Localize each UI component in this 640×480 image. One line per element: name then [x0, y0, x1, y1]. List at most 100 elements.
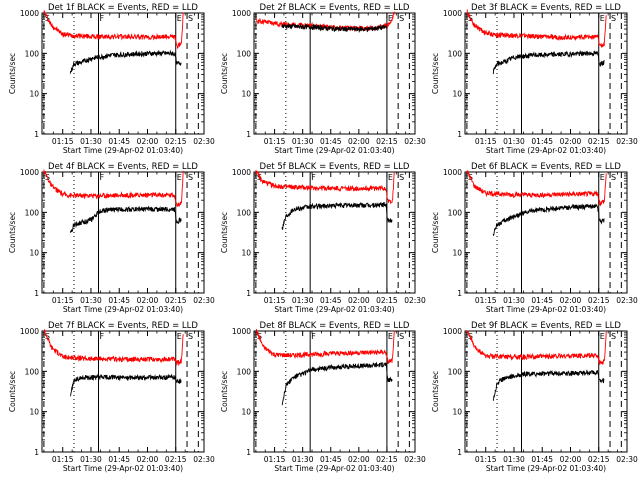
series-line [43, 169, 184, 208]
x-tick-label: 02:15 [376, 455, 398, 464]
y-axis-label: Counts/sec [220, 53, 229, 94]
y-tick-label: 100 [448, 208, 463, 217]
x-tick-label: 02:30 [616, 137, 638, 146]
y-tick-label: 1000 [20, 9, 39, 18]
y-tick-label: 1000 [20, 168, 39, 177]
plot-frame [253, 12, 416, 135]
chart-title: Det 5f BLACK = Events, RED = LLD [260, 162, 410, 172]
x-axis-label: Start Time (29-Apr-02 01:03:40) [274, 305, 394, 314]
y-tick-label: 100 [237, 208, 252, 217]
x-tick-label: 02:00 [560, 137, 582, 146]
plot-frame [41, 171, 205, 294]
event-marker-label: E [600, 14, 605, 23]
plot-frame [464, 12, 628, 135]
y-tick-label: 1000 [232, 168, 251, 177]
event-marker-label: F [100, 14, 105, 23]
event-marker-label: E [600, 332, 605, 341]
x-tick-label: 02:15 [376, 137, 398, 146]
series-line [466, 170, 607, 207]
x-axis-label: Start Time (29-Apr-02 01:03:40) [274, 146, 394, 155]
y-tick-label: 10 [452, 408, 462, 417]
y-tick-label: 1 [34, 130, 39, 139]
chart-panel: Det 3f BLACK = Events, RED = LLD 1 10 100 10… [431, 3, 638, 155]
x-tick-label: 01:15 [475, 296, 497, 305]
y-tick-label: 1 [457, 289, 462, 298]
x-tick-label: 01:15 [52, 137, 74, 146]
series-line [255, 329, 395, 365]
x-axis-label: Start Time (29-Apr-02 01:03:40) [63, 146, 183, 155]
x-tick-label: 02:30 [193, 296, 215, 305]
event-marker-label: E [388, 173, 393, 182]
y-tick-label: 10 [29, 90, 39, 99]
y-tick-label: 1000 [232, 9, 251, 18]
plot-frame [253, 330, 416, 453]
event-marker-label: S [188, 173, 193, 182]
y-tick-label: 100 [25, 367, 40, 376]
chart-title: Det 2f BLACK = Events, RED = LLD [260, 3, 410, 13]
chart-title: Det 8f BLACK = Events, RED = LLD [260, 321, 410, 331]
event-marker-label: S [399, 173, 404, 182]
x-tick-label: 01:30 [292, 296, 314, 305]
y-tick-label: 10 [29, 249, 39, 258]
x-tick-label: 01:15 [264, 296, 286, 305]
x-tick-label: 02:00 [348, 137, 370, 146]
y-tick-label: 1000 [232, 327, 251, 336]
x-tick-label: 01:30 [80, 296, 102, 305]
event-marker-label: E [177, 332, 182, 341]
x-tick-label: 02:00 [560, 455, 582, 464]
x-tick-label: 01:30 [503, 137, 525, 146]
event-marker-label: S [188, 332, 193, 341]
x-tick-label: 02:00 [348, 296, 370, 305]
x-tick-label: 02:30 [616, 296, 638, 305]
x-axis-label: Start Time (29-Apr-02 01:03:40) [486, 146, 606, 155]
y-tick-label: 10 [452, 249, 462, 258]
y-axis-label: Counts/sec [431, 53, 440, 94]
y-axis-label: Counts/sec [220, 212, 229, 253]
y-axis-label: Counts/sec [431, 371, 440, 412]
chart-panel: Det 8f BLACK = Events, RED = LLD 1 10 100 10… [220, 321, 426, 473]
y-tick-label: 1 [246, 130, 251, 139]
y-axis-label: Counts/sec [8, 371, 17, 412]
x-tick-label: 01:15 [475, 137, 497, 146]
x-tick-label: 01:30 [503, 455, 525, 464]
x-tick-label: 01:45 [320, 137, 342, 146]
y-tick-label: 10 [241, 249, 251, 258]
x-tick-label: 02:30 [404, 455, 426, 464]
chart-title: Det 1f BLACK = Events, RED = LLD [48, 3, 198, 13]
x-tick-label: 02:00 [137, 137, 159, 146]
x-axis-label: Start Time (29-Apr-02 01:03:40) [63, 464, 183, 473]
y-tick-label: 1 [457, 130, 462, 139]
x-tick-label: 01:30 [503, 296, 525, 305]
x-axis-label: Start Time (29-Apr-02 01:03:40) [274, 464, 394, 473]
x-tick-label: 02:15 [588, 296, 610, 305]
series-line [466, 330, 607, 365]
series-line [281, 361, 393, 406]
y-tick-label: 100 [448, 49, 463, 58]
series-line [255, 11, 395, 32]
series-line [69, 49, 182, 74]
y-tick-label: 1 [246, 289, 251, 298]
x-tick-label: 02:30 [404, 296, 426, 305]
x-tick-label: 01:45 [531, 296, 553, 305]
series-line [70, 373, 182, 397]
chart-title: Det 6f BLACK = Events, RED = LLD [471, 162, 621, 172]
x-tick-label: 01:45 [108, 137, 130, 146]
y-tick-label: 100 [25, 208, 40, 217]
y-tick-label: 10 [241, 90, 251, 99]
plot-frame [253, 171, 416, 294]
event-marker-label: S [45, 332, 50, 341]
x-tick-label: 02:30 [193, 137, 215, 146]
x-tick-label: 02:00 [348, 455, 370, 464]
event-marker-label: S [399, 14, 404, 23]
y-tick-label: 1 [34, 289, 39, 298]
x-tick-label: 02:30 [193, 455, 215, 464]
y-axis-label: Counts/sec [8, 212, 17, 253]
x-tick-label: 02:15 [165, 137, 187, 146]
x-tick-label: 01:45 [320, 455, 342, 464]
x-tick-label: 02:15 [376, 296, 398, 305]
chart-panel: Det 7f BLACK = Events, RED = LLD 1 10 100 10… [8, 321, 215, 473]
x-tick-label: 01:15 [475, 455, 497, 464]
event-marker-label: F [311, 173, 316, 182]
chart-panel: Det 4f BLACK = Events, RED = LLD 1 10 100 10… [8, 162, 215, 314]
